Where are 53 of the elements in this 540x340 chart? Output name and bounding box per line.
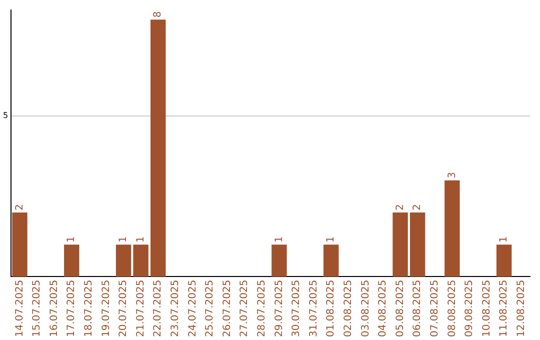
data-label: 1	[135, 236, 146, 243]
x-tick-label: 19.07.2025	[100, 280, 112, 338]
x-tick-label: 08.08.2025	[446, 280, 458, 338]
bar	[133, 244, 148, 277]
x-tick-label: 30.07.2025	[291, 280, 302, 338]
x-tick-label: 17.07.2025	[66, 280, 78, 338]
bar	[64, 244, 80, 277]
bar	[392, 212, 408, 277]
x-tick-label: 06.08.2025	[412, 280, 424, 338]
bar	[323, 244, 339, 277]
x-tick-label: 07.08.2025	[429, 280, 440, 338]
x-tick-label: 21.07.2025	[135, 280, 146, 338]
x-tick-label: 20.07.2025	[118, 280, 130, 338]
bar	[272, 244, 287, 277]
data-label: 1	[118, 236, 130, 243]
x-tick-label: 31.07.2025	[308, 280, 320, 338]
x-tick-label: 24.07.2025	[187, 280, 198, 338]
x-tick-label: 15.07.2025	[32, 280, 43, 338]
data-label: 1	[498, 236, 510, 243]
x-tick-label: 09.08.2025	[464, 280, 476, 338]
x-tick-label: 29.07.2025	[274, 280, 285, 338]
x-tick-label: 03.08.2025	[360, 280, 372, 338]
data-label: 2	[14, 204, 26, 210]
bar	[444, 180, 460, 277]
bar	[496, 244, 512, 277]
x-tick-label: 23.07.2025	[170, 280, 182, 338]
x-tick-label: 04.08.2025	[378, 280, 389, 338]
bar	[150, 20, 166, 277]
bar	[116, 244, 132, 277]
data-label: 8	[152, 11, 164, 18]
x-tick-label: 22.07.2025	[152, 280, 164, 338]
data-label: 1	[66, 236, 78, 243]
x-tick-label: 12.08.2025	[516, 280, 527, 338]
data-label: 2	[412, 204, 424, 210]
x-tick-label: 25.07.2025	[204, 280, 216, 338]
bar	[410, 212, 426, 277]
bar	[12, 212, 28, 277]
data-label: 1	[274, 236, 285, 243]
x-tick-label: 16.07.2025	[48, 280, 60, 338]
x-tick-label: 18.07.2025	[84, 280, 95, 338]
x-tick-label: 11.08.2025	[498, 280, 510, 338]
x-tick-label: 14.07.2025	[14, 280, 26, 338]
data-label: 3	[446, 172, 458, 178]
x-tick-label: 01.08.2025	[326, 280, 337, 338]
x-tick-label: 27.07.2025	[239, 280, 250, 338]
x-tick-label: 02.08.2025	[342, 280, 354, 338]
data-label: 2	[394, 204, 406, 210]
x-tick-label: 26.07.2025	[222, 280, 233, 338]
y-tick-label: 5	[2, 111, 8, 120]
data-label: 1	[326, 236, 337, 243]
x-tick-label: 05.08.2025	[394, 280, 406, 338]
x-tick-label: 28.07.2025	[256, 280, 268, 338]
x-tick-label: 10.08.2025	[481, 280, 492, 338]
